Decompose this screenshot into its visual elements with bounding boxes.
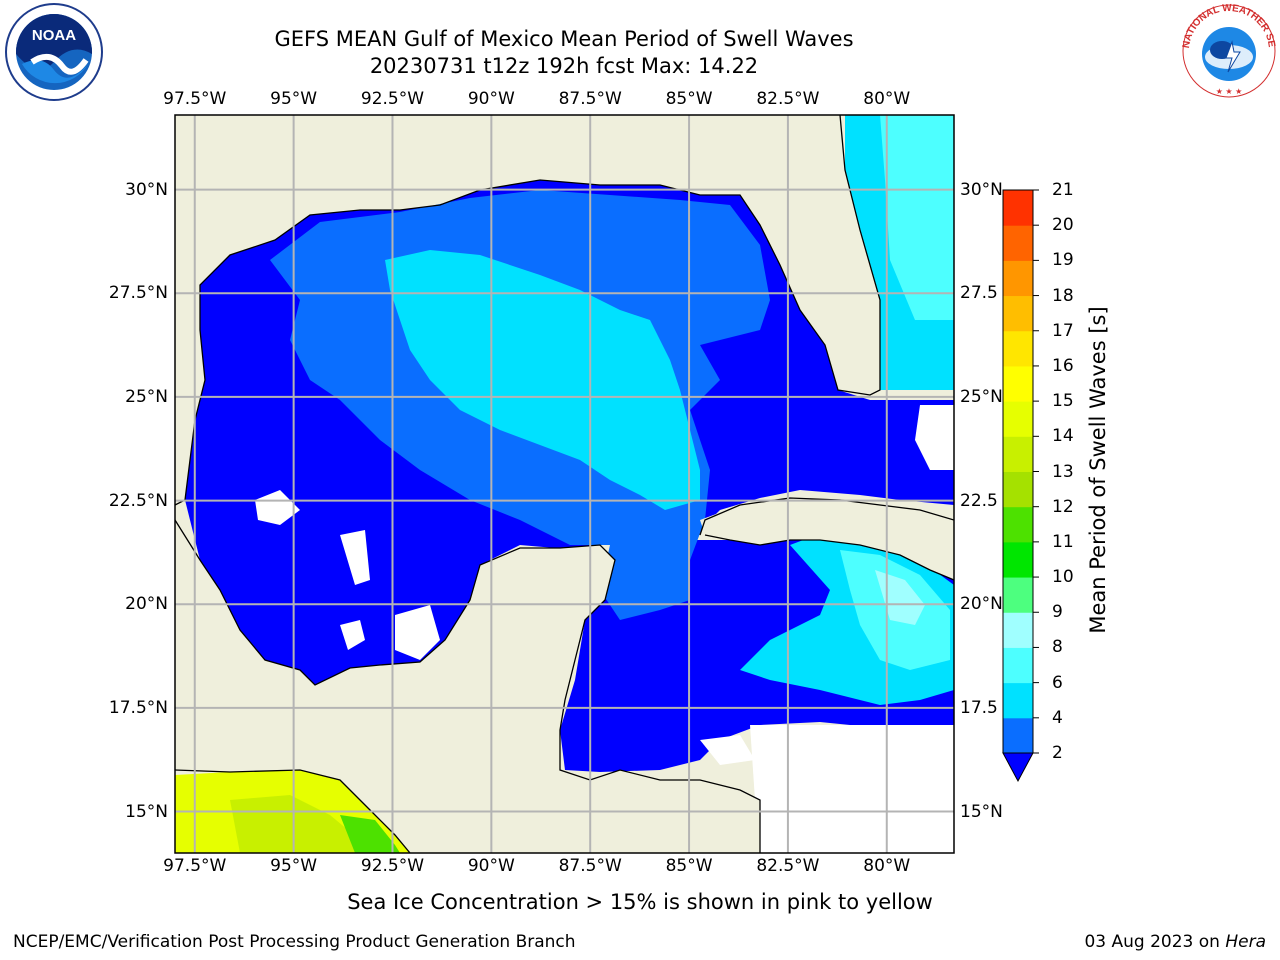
lon-label: 87.5°W xyxy=(558,89,622,109)
lon-label: 85°W xyxy=(665,856,713,876)
lon-label: 95°W xyxy=(270,856,318,876)
lon-label: 90°W xyxy=(467,89,515,109)
map-gridlines xyxy=(175,115,954,853)
sea-ice-note: Sea Ice Concentration > 15% is shown in … xyxy=(347,890,933,914)
colorbar-tick-label: 6 xyxy=(1052,672,1063,693)
cuba-land xyxy=(700,498,954,580)
colorbar-segment xyxy=(1003,436,1033,472)
lat-label-left: 25°N xyxy=(125,386,168,407)
nodata-area xyxy=(750,725,954,853)
lon-label: 82.5°W xyxy=(756,89,820,109)
lat-label-right: 30°N xyxy=(960,179,1003,200)
colorbar-tick-label: 13 xyxy=(1052,461,1074,482)
colorbar-segment xyxy=(1003,682,1033,719)
noaa-logo-text: NOAA xyxy=(32,27,76,44)
lat-label-right: 15°N xyxy=(960,801,1003,822)
lat-label-left: 20°N xyxy=(125,594,168,615)
colorbar-segment xyxy=(1003,225,1033,261)
colorbar-tick-label: 17 xyxy=(1052,320,1074,341)
colorbar-under-arrow xyxy=(1002,752,1034,783)
colorbar-segment xyxy=(1003,506,1033,543)
lat-label-left: 22.5°N xyxy=(108,490,168,511)
colorbar-segment xyxy=(1003,365,1033,402)
lat-label-left: 15°N xyxy=(125,801,168,822)
lon-label: 97.5°W xyxy=(163,856,227,876)
colorbar-tick-label: 21 xyxy=(1052,180,1074,200)
gulf-swell-4-6s xyxy=(385,250,700,510)
colorbar-tick-label: 2 xyxy=(1052,743,1063,763)
svg-text:★ ★ ★: ★ ★ ★ xyxy=(1216,87,1243,96)
colorbar-tick-label: 9 xyxy=(1052,602,1063,623)
footer-host: Hera xyxy=(1225,932,1266,952)
lon-label: 92.5°W xyxy=(360,89,425,109)
colorbar-segment xyxy=(1003,190,1033,226)
lat-label-right: 27.5 xyxy=(960,283,998,304)
lat-label-right: 17.5 xyxy=(960,697,998,718)
colorbar-tick-label: 11 xyxy=(1052,531,1074,552)
colorbar-segment xyxy=(1003,471,1033,508)
lat-label-left: 30°N xyxy=(125,179,168,200)
lon-label: 90°W xyxy=(467,856,515,876)
colorbar-tick-label: 4 xyxy=(1052,707,1063,728)
colorbar-tick-label: 10 xyxy=(1052,567,1074,588)
chart-title: GEFS MEAN Gulf of Mexico Mean Period of … xyxy=(274,27,854,51)
colorbar-segment xyxy=(1003,647,1033,684)
footer-branch: NCEP/EMC/Verification Post Processing Pr… xyxy=(13,932,576,952)
colorbar-segment xyxy=(1003,330,1033,367)
nws-logo: NATIONAL WEATHER SERVICE ★ ★ ★ xyxy=(1180,2,1277,98)
colorbar-tick-label: 19 xyxy=(1052,250,1074,271)
lon-label: 80°W xyxy=(863,89,911,109)
colorbar-title: Mean Period of Swell Waves [s] xyxy=(1086,306,1110,634)
colorbar-segment xyxy=(1003,295,1033,332)
colorbar-tick-label: 12 xyxy=(1052,496,1074,517)
lon-label: 87.5°W xyxy=(558,856,622,876)
atlantic-swell-6-8s xyxy=(880,115,954,320)
footer-date: 03 Aug 2023 on Hera xyxy=(1084,932,1266,952)
colorbar-tick-label: 18 xyxy=(1052,285,1074,306)
colorbar-segment xyxy=(1003,577,1033,613)
lon-label: 82.5°W xyxy=(756,856,820,876)
lat-label-left: 17.5°N xyxy=(108,697,168,718)
colorbar-tick-label: 8 xyxy=(1052,637,1063,658)
noaa-logo: NOAA xyxy=(5,3,103,101)
lat-label-left: 27.5°N xyxy=(108,283,168,304)
lon-label: 95°W xyxy=(270,89,318,109)
lon-label: 80°W xyxy=(863,856,911,876)
lat-label-right: 20°N xyxy=(960,594,1003,615)
colorbar-tick-label: 16 xyxy=(1052,355,1074,376)
colorbar-tick-label: 20 xyxy=(1052,215,1074,236)
colorbar xyxy=(1002,189,1039,783)
lat-label-right: 25°N xyxy=(960,386,1003,407)
colorbar-segment xyxy=(1003,401,1033,437)
lon-label: 85°W xyxy=(665,89,713,109)
colorbar-segment xyxy=(1003,612,1033,648)
colorbar-tick-label: 14 xyxy=(1052,426,1074,447)
colorbar-segment xyxy=(1003,260,1033,297)
colorbar-tick-label: 15 xyxy=(1052,391,1074,412)
colorbar-segment xyxy=(1003,717,1033,754)
lat-label-right: 22.5 xyxy=(960,490,998,511)
map-frame xyxy=(174,114,955,854)
lon-label: 97.5°W xyxy=(163,89,227,109)
chart-subtitle: 20230731 t12z 192h fcst Max: 14.22 xyxy=(369,54,759,78)
lon-label: 92.5°W xyxy=(360,856,425,876)
colorbar-segment xyxy=(1003,541,1033,578)
footer-date-text: 03 Aug 2023 on xyxy=(1084,932,1226,952)
yucatan-land xyxy=(395,545,760,853)
